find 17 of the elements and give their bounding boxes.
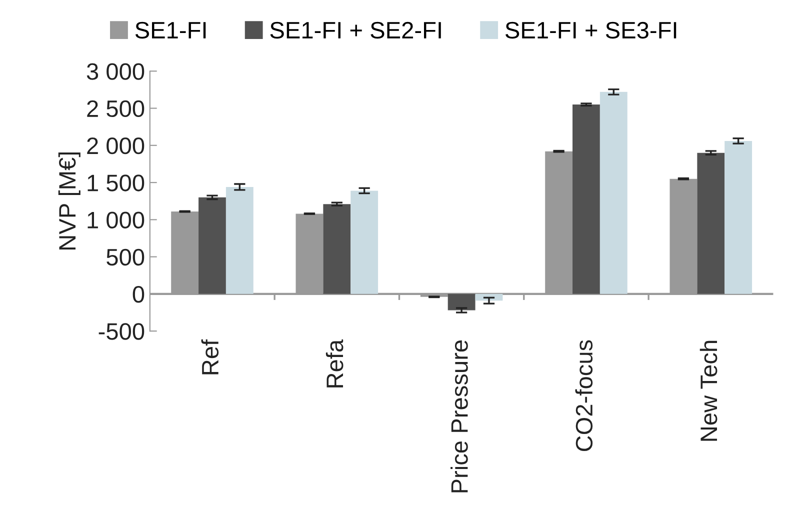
y-tick-label: 3 000 <box>86 63 144 80</box>
x-tick-label: CO2-focus <box>575 340 593 452</box>
x-tick-label: New Tech <box>700 340 718 441</box>
legend-label: SE1-FI <box>135 22 206 39</box>
y-tick-label: 1 000 <box>88 212 144 228</box>
y-tick-label: -500 <box>98 323 144 340</box>
y-axis-title: NVP [M€] <box>58 152 80 250</box>
y-tick-label: 0 <box>132 286 144 303</box>
x-tick-label: Ref <box>201 339 219 374</box>
y-tick-label: 2 000 <box>87 137 144 154</box>
legend-label: SE1-FI + SE3-FI <box>506 22 676 39</box>
y-tick-label: 2 500 <box>87 100 144 118</box>
legend-label: SE1-FI + SE2-FI <box>270 22 441 39</box>
y-tick-label: 1 500 <box>88 174 144 192</box>
x-tick-label: Price Pressure <box>450 340 468 492</box>
x-tick-label: Refa <box>326 339 344 388</box>
y-tick-label: 500 <box>106 248 144 266</box>
